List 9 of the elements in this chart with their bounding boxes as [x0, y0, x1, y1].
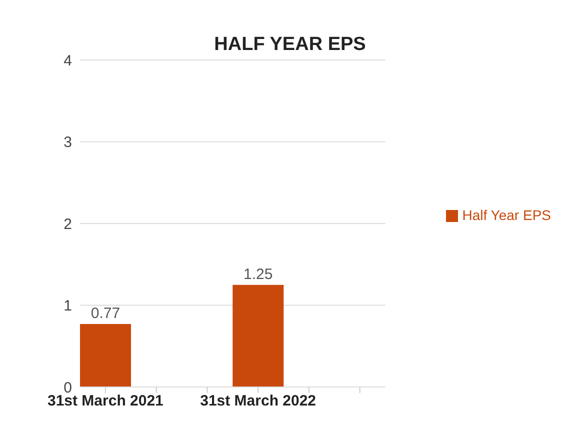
y-tick-label: 3 — [64, 134, 72, 152]
data-label: 0.77 — [90, 305, 120, 322]
y-tick-label: 2 — [64, 216, 72, 233]
x-tick-label: 31st March 2022 — [200, 392, 316, 410]
y-tick-label: 1 — [64, 298, 72, 315]
data-label: 1.25 — [244, 266, 273, 283]
y-tick-label: 4 — [64, 52, 72, 70]
legend-label: Half Year EPS — [462, 206, 551, 222]
chart-title: HALF YEAR EPS — [213, 34, 367, 56]
